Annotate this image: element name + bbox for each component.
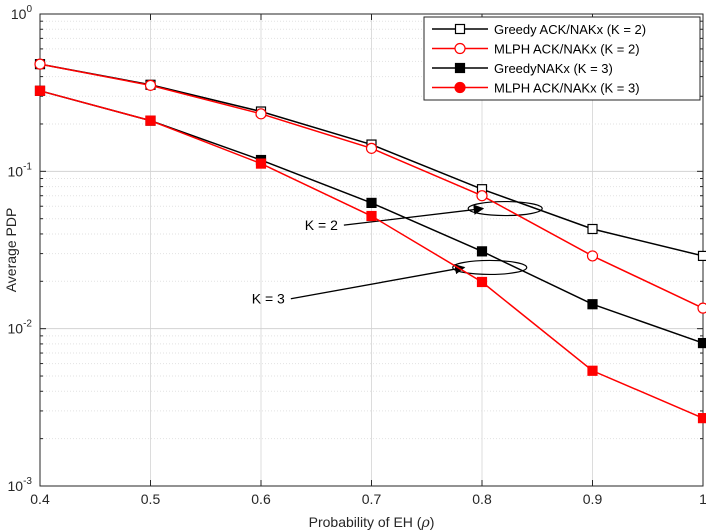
data-point xyxy=(476,190,488,202)
legend-entry: Greedy ACK/NAKx (K = 2) xyxy=(432,22,646,37)
y-tick-exponent: 0 xyxy=(26,4,32,15)
x-tick-label: 0.6 xyxy=(251,491,271,507)
y-tick-label: 10-2 xyxy=(8,319,33,337)
data-point xyxy=(587,223,598,235)
y-axis-label: Average PDP xyxy=(3,208,19,293)
annotation-arrow xyxy=(290,263,466,300)
data-point xyxy=(366,210,377,222)
y-tick-exponent: -3 xyxy=(23,476,32,487)
x-tick-label: 0.4 xyxy=(30,491,50,507)
data-point xyxy=(476,276,488,288)
legend-box xyxy=(423,16,701,101)
y-tick-base: 10 xyxy=(8,478,24,494)
legend-label: GreedyNAKx (K = 3) xyxy=(494,61,613,76)
data-point xyxy=(697,250,706,262)
data-point xyxy=(697,337,706,349)
legend-swatch-marker xyxy=(454,23,466,35)
x-tick-label: 0.9 xyxy=(583,491,603,507)
legend-entry: MLPH ACK/NAKx (K = 2) xyxy=(432,42,640,57)
annotation-ellipse xyxy=(452,259,528,276)
y-tick-exponent: -1 xyxy=(23,161,32,172)
data-point xyxy=(587,365,598,376)
legend-swatch-marker xyxy=(454,42,466,55)
x-axis-label-suffix: ) xyxy=(430,514,435,530)
x-tick-label: 0.5 xyxy=(141,491,161,507)
data-point xyxy=(255,108,267,120)
annotation-arrow xyxy=(343,204,485,226)
y-tick-base: 10 xyxy=(8,163,24,179)
y-tick-label: 10-3 xyxy=(8,476,33,494)
data-point xyxy=(34,85,46,96)
legend-label: Greedy ACK/NAKx (K = 2) xyxy=(494,22,646,37)
y-tick-base: 10 xyxy=(11,6,27,22)
data-point xyxy=(476,246,488,257)
y-tick-base: 10 xyxy=(8,321,24,337)
legend-label: MLPH ACK/NAKx (K = 2) xyxy=(494,42,640,57)
annotations: K = 2 K = 3 xyxy=(252,200,543,307)
data-point xyxy=(144,79,157,91)
x-tick-label: 0.7 xyxy=(362,491,382,507)
series-2 xyxy=(34,58,706,314)
series-4 xyxy=(34,85,706,424)
x-axis-label-prefix: Probability of EH ( xyxy=(309,514,422,530)
y-tick-label: 100 xyxy=(11,4,33,22)
data-point xyxy=(586,250,599,262)
y-tick-exponent: -2 xyxy=(23,319,32,330)
legend[interactable]: Greedy ACK/NAKx (K = 2) MLPH ACK/NAKx (K … xyxy=(423,16,701,101)
legend-entry: MLPH ACK/NAKx (K = 3) xyxy=(432,81,640,96)
x-axis-label: Probability of EH (ρ) xyxy=(309,514,435,530)
legend-entry: GreedyNAKx (K = 3) xyxy=(432,61,613,76)
x-axis-label-symbol: ρ xyxy=(420,515,430,530)
legend-label: MLPH ACK/NAKx (K = 3) xyxy=(494,81,640,96)
data-point xyxy=(145,115,156,126)
x-tick-label: 0.8 xyxy=(472,491,492,507)
x-tick-label: 1 xyxy=(699,491,706,507)
data-point xyxy=(255,158,267,169)
data-point xyxy=(697,413,706,424)
data-point xyxy=(365,142,378,154)
data-point xyxy=(697,302,706,314)
legend-swatch-marker xyxy=(454,62,466,74)
data-point xyxy=(34,58,46,70)
data-point xyxy=(366,197,377,209)
data-point xyxy=(587,299,598,310)
annotation-label: K = 2 xyxy=(305,217,338,233)
annotation-label: K = 3 xyxy=(252,291,285,307)
y-tick-label: 10-1 xyxy=(8,161,33,179)
annotation-ellipse xyxy=(467,200,543,217)
legend-swatch-marker xyxy=(454,81,466,94)
series xyxy=(34,58,706,424)
